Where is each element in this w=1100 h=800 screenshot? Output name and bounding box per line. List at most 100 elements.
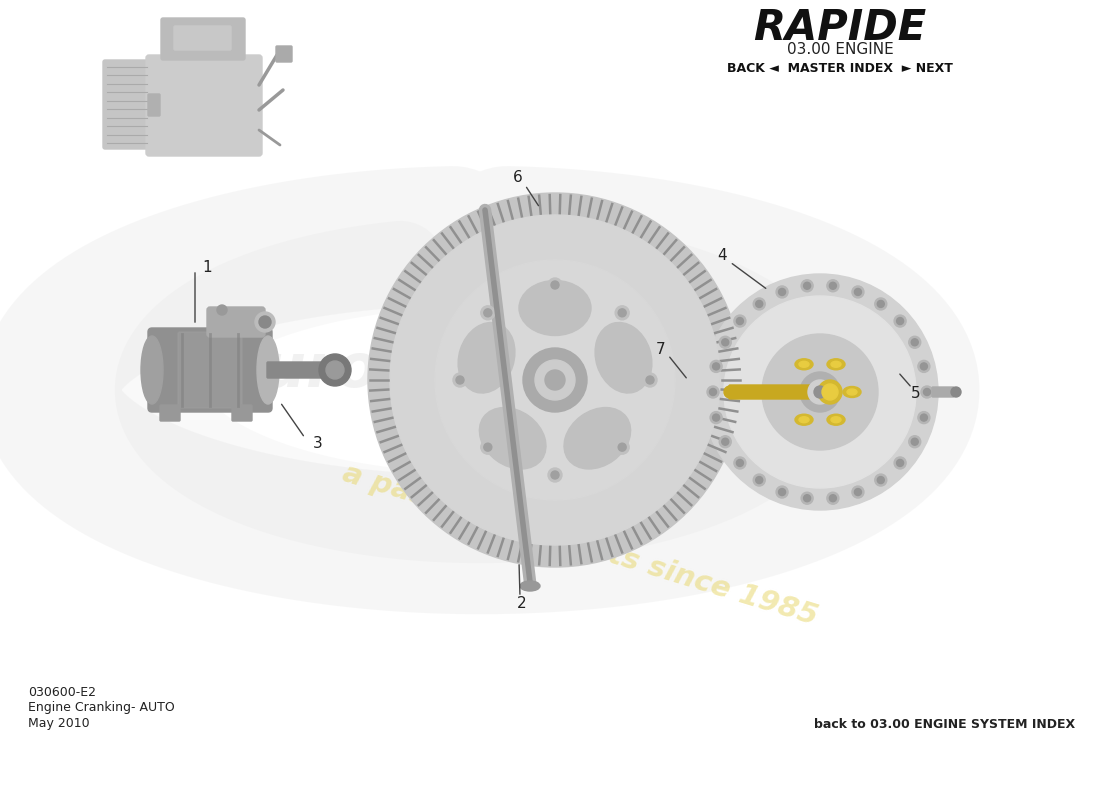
Circle shape [777, 486, 788, 498]
Circle shape [481, 440, 495, 454]
Circle shape [874, 474, 887, 486]
FancyBboxPatch shape [729, 385, 821, 399]
Circle shape [754, 298, 766, 310]
Circle shape [874, 298, 887, 310]
Circle shape [551, 471, 559, 479]
Circle shape [894, 315, 906, 327]
Circle shape [734, 457, 746, 469]
Circle shape [713, 414, 719, 421]
Ellipse shape [827, 358, 845, 370]
Text: back to 03.00 ENGINE SYSTEM INDEX: back to 03.00 ENGINE SYSTEM INDEX [814, 718, 1075, 730]
Circle shape [711, 412, 722, 424]
Circle shape [618, 309, 626, 317]
Circle shape [762, 334, 878, 450]
Circle shape [756, 477, 762, 483]
Ellipse shape [830, 417, 842, 422]
Circle shape [217, 305, 227, 315]
Circle shape [548, 468, 562, 482]
Circle shape [719, 436, 732, 448]
FancyBboxPatch shape [148, 94, 159, 116]
Ellipse shape [799, 362, 808, 367]
Circle shape [800, 372, 840, 412]
Circle shape [719, 336, 732, 348]
Ellipse shape [847, 389, 857, 395]
Circle shape [829, 282, 836, 290]
Circle shape [921, 386, 933, 398]
Ellipse shape [827, 414, 845, 426]
FancyBboxPatch shape [174, 26, 231, 50]
Ellipse shape [458, 322, 515, 393]
Circle shape [722, 438, 729, 446]
FancyBboxPatch shape [103, 60, 151, 149]
Circle shape [827, 280, 839, 292]
Circle shape [779, 289, 785, 295]
Circle shape [522, 348, 587, 412]
Circle shape [644, 373, 657, 387]
Text: May 2010: May 2010 [28, 718, 89, 730]
Circle shape [855, 489, 861, 495]
Circle shape [829, 494, 836, 502]
Circle shape [456, 376, 464, 384]
Circle shape [808, 380, 832, 404]
Text: 7: 7 [657, 342, 665, 357]
FancyBboxPatch shape [232, 405, 252, 421]
Circle shape [911, 338, 918, 346]
Circle shape [702, 274, 938, 510]
Text: 4: 4 [717, 249, 727, 263]
Circle shape [924, 389, 931, 395]
Text: BACK ◄  MASTER INDEX  ► NEXT: BACK ◄ MASTER INDEX ► NEXT [727, 62, 953, 74]
Circle shape [754, 474, 766, 486]
Circle shape [878, 301, 884, 307]
Circle shape [801, 492, 813, 504]
Circle shape [855, 289, 861, 295]
FancyBboxPatch shape [161, 18, 245, 60]
Circle shape [535, 360, 575, 400]
Circle shape [710, 389, 716, 395]
Ellipse shape [818, 380, 842, 404]
Circle shape [548, 278, 562, 292]
FancyBboxPatch shape [276, 46, 292, 62]
Ellipse shape [520, 581, 540, 591]
Circle shape [804, 494, 811, 502]
Circle shape [917, 360, 930, 372]
FancyBboxPatch shape [207, 307, 265, 337]
Ellipse shape [595, 322, 652, 393]
Ellipse shape [822, 384, 838, 400]
Text: Engine Cranking- AUTO: Engine Cranking- AUTO [28, 702, 175, 714]
Circle shape [801, 280, 813, 292]
Circle shape [481, 306, 495, 320]
Ellipse shape [724, 386, 736, 398]
Circle shape [453, 373, 468, 387]
Ellipse shape [564, 407, 630, 469]
Text: a passion for parts since 1985: a passion for parts since 1985 [339, 459, 821, 631]
Ellipse shape [952, 387, 961, 397]
Circle shape [390, 215, 720, 545]
Ellipse shape [799, 417, 808, 422]
Circle shape [618, 443, 626, 451]
Circle shape [319, 354, 351, 386]
Circle shape [921, 414, 927, 421]
Circle shape [551, 281, 559, 289]
FancyBboxPatch shape [932, 387, 954, 397]
Text: 5: 5 [911, 386, 921, 402]
Text: 2: 2 [517, 595, 527, 610]
Ellipse shape [257, 336, 279, 404]
Circle shape [911, 438, 918, 446]
Text: eurocarespares: eurocarespares [222, 341, 758, 399]
FancyBboxPatch shape [146, 55, 262, 156]
Circle shape [736, 318, 744, 325]
Circle shape [917, 412, 930, 424]
Ellipse shape [519, 281, 591, 335]
Ellipse shape [830, 362, 842, 367]
Circle shape [921, 363, 927, 370]
Circle shape [713, 363, 719, 370]
Circle shape [777, 286, 788, 298]
Circle shape [707, 386, 719, 398]
Circle shape [326, 361, 344, 379]
FancyBboxPatch shape [148, 328, 272, 412]
Ellipse shape [783, 389, 793, 395]
FancyBboxPatch shape [267, 362, 329, 378]
Ellipse shape [779, 386, 798, 398]
Circle shape [484, 443, 492, 451]
Circle shape [434, 260, 675, 500]
